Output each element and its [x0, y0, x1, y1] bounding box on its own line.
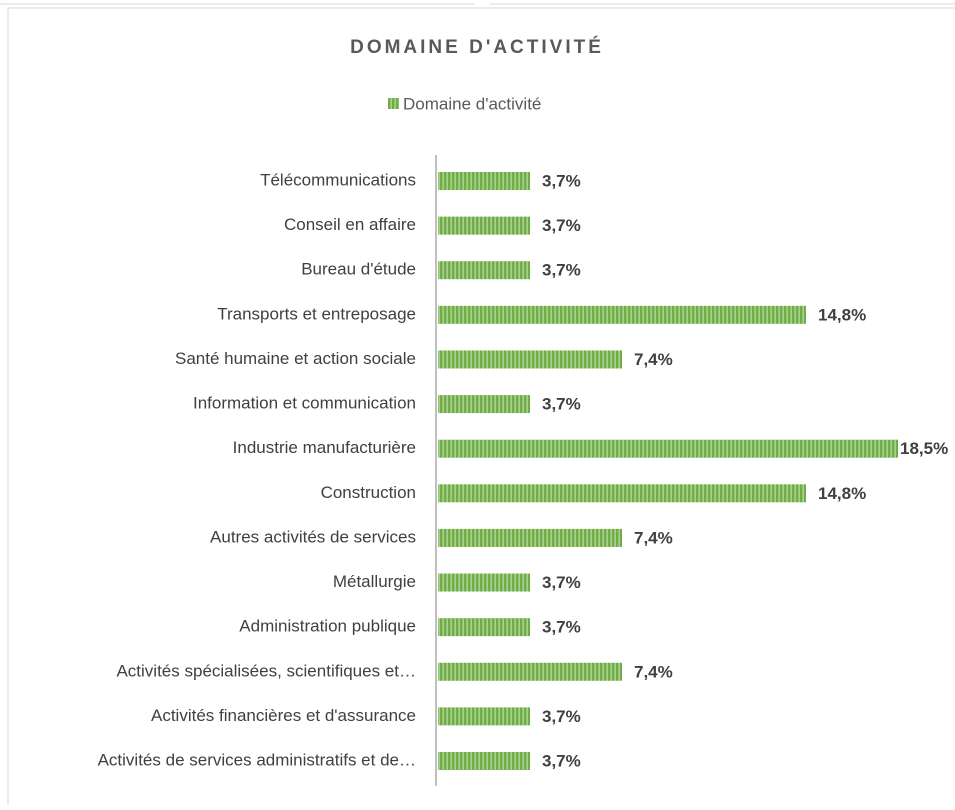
- legend-swatch: [388, 98, 399, 109]
- y-tick-label: Conseil en affaire: [284, 215, 416, 234]
- data-label: 3,7%: [542, 751, 581, 770]
- data-label: 3,7%: [542, 707, 581, 726]
- y-tick-label: Bureau d'étude: [301, 260, 416, 279]
- bar: [438, 350, 622, 369]
- bar: [438, 618, 530, 637]
- bar: [438, 752, 530, 770]
- data-label: 3,7%: [542, 573, 581, 592]
- data-label: 3,7%: [542, 216, 581, 235]
- y-tick-label: Construction: [321, 483, 416, 502]
- data-label: 3,7%: [542, 171, 581, 190]
- bar: [438, 172, 530, 190]
- y-tick-label: Autres activités de services: [210, 527, 416, 546]
- y-tick-label: Information et communication: [193, 394, 416, 413]
- data-label: 7,4%: [634, 350, 673, 369]
- data-label: 3,7%: [542, 395, 581, 414]
- data-label: 7,4%: [634, 662, 673, 681]
- chart-title: DOMAINE D'ACTIVITÉ: [350, 36, 604, 58]
- y-tick-label: Télécommunications: [260, 170, 416, 189]
- data-label: 3,7%: [542, 618, 581, 637]
- bar: [438, 261, 530, 280]
- bar: [438, 573, 530, 592]
- y-tick-label: Activités spécialisées, scientifiques et…: [116, 661, 416, 680]
- data-label: 18,5%: [900, 439, 948, 458]
- y-tick-label: Santé humaine et action sociale: [175, 349, 416, 368]
- y-tick-label: Administration publique: [239, 617, 416, 636]
- bar: [438, 439, 898, 458]
- data-label: 3,7%: [542, 261, 581, 280]
- data-label: 14,8%: [818, 484, 866, 503]
- bar: [438, 484, 806, 503]
- bar: [438, 395, 530, 414]
- y-tick-label: Transports et entreposage: [217, 304, 416, 323]
- y-tick-label: Métallurgie: [333, 572, 416, 591]
- legend-label: Domaine d'activité: [403, 94, 541, 113]
- y-tick-label: Activités financières et d'assurance: [151, 706, 416, 725]
- data-label: 14,8%: [818, 305, 866, 324]
- bar: [438, 707, 530, 726]
- bar: [438, 528, 622, 547]
- bar: [438, 305, 806, 324]
- y-tick-label: Activités de services administratifs et …: [98, 750, 416, 769]
- data-label: 7,4%: [634, 528, 673, 547]
- bar: [438, 216, 530, 235]
- bar: [438, 662, 622, 681]
- y-tick-label: Industrie manufacturière: [233, 438, 416, 457]
